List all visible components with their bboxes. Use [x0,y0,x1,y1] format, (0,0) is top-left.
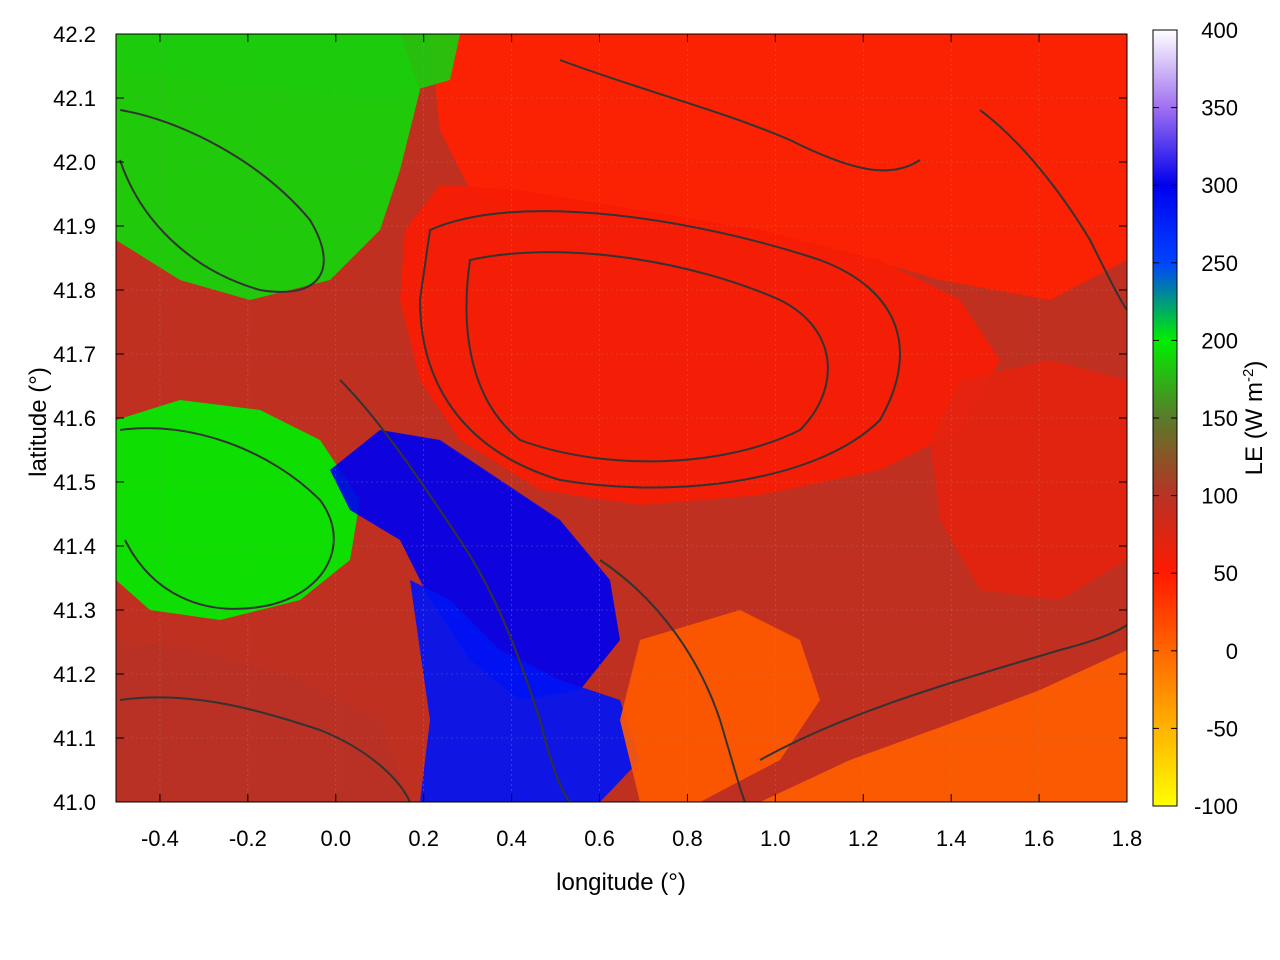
heatmap-region-east-hills [930,360,1127,600]
contour-line [418,210,901,489]
y-tick-label: 41.8 [53,278,96,303]
y-tick-label: 41.3 [53,598,96,623]
x-tick-label: -0.2 [229,826,267,851]
colorbar-label-suffix: ) [1241,361,1268,369]
y-tick-label: 42.0 [53,150,96,175]
contour-line [599,559,746,802]
y-tick-label: 41.0 [53,790,96,815]
y-tick-label: 41.5 [53,470,96,495]
contour-line [759,624,1127,761]
y-tick-label: 41.4 [53,534,96,559]
y-axis-label: latitude (°) [25,367,52,477]
x-tick-label: 0.4 [496,826,527,851]
grid-lines [116,34,1127,802]
colorbar-tick-label: 100 [1201,484,1238,509]
y-tick-label: 41.9 [53,214,96,239]
y-tick-label: 42.1 [53,86,96,111]
y-tick-label: 41.2 [53,662,96,687]
y-axis-ticks: 41.0 41.1 41.2 41.3 41.4 41.5 41.6 41.7 41.8 41.9… [53,22,1127,815]
heatmap-region-lower-valley [410,580,640,802]
x-tick-label: 0.8 [672,826,703,851]
contour-line [119,427,335,610]
contour-line [559,59,921,172]
colorbar-ticks: 400 350 300 250 200 150 100 50 0 -50 -100 [1153,18,1238,819]
heatmap-region-west-high [116,34,420,300]
y-tick-label: 42.2 [53,22,96,47]
colorbar-tick-label: -50 [1206,716,1238,741]
x-tick-label: 1.6 [1024,826,1055,851]
colorbar-tick-label: 0 [1226,639,1238,664]
contour-lines [119,59,1127,802]
colorbar-label: LE (W m-2) [1240,361,1268,476]
y-tick-label: 41.6 [53,406,96,431]
contour-line [119,109,325,293]
y-tick-label: 41.1 [53,726,96,751]
x-axis-label: longitude (°) [556,869,686,896]
x-tick-label: 1.0 [760,826,791,851]
x-tick-label: 1.8 [1112,826,1143,851]
heatmap-regions [116,34,1127,802]
x-tick-label: 1.2 [848,826,879,851]
heatmap-region-southwest-corner [116,640,410,802]
x-tick-label: 0.2 [408,826,439,851]
contour-line [339,379,571,802]
x-tick-label: 0.0 [320,826,351,851]
colorbar-tick-label: -100 [1194,794,1238,819]
colorbar-tick-label: 300 [1201,173,1238,198]
colorbar-tick-label: 250 [1201,251,1238,276]
x-tick-label: -0.4 [141,826,179,851]
x-tick-label: 0.6 [584,826,615,851]
colorbar-tick-label: 400 [1201,18,1238,43]
contour-line [979,109,1127,311]
colorbar-label-superscript: -2 [1240,369,1257,382]
colorbar-tick-label: 200 [1201,328,1238,353]
colorbar-tick-label: 350 [1201,96,1238,121]
x-tick-label: 1.4 [936,826,967,851]
contour-line [119,696,411,802]
heatmap-region-southeast-coast [760,650,1127,802]
y-tick-label: 41.7 [53,342,96,367]
plot-area [116,34,1127,802]
x-axis-ticks: -0.4 -0.2 0.0 0.2 0.4 0.6 0.8 1.0 1.2 1.4 1.6 1.8 [141,34,1142,851]
colorbar-tick-label: 50 [1214,561,1238,586]
heatmap-region-north-strip [116,34,460,100]
colorbar-label-text: LE (W m [1241,382,1268,475]
heatmap-region-central-basin [400,185,1000,505]
colorbar-tick-label: 150 [1201,406,1238,431]
contour-line [465,251,829,463]
heatmap-region-southwest-plain [116,400,360,620]
heatmap-region-northeast-plateau [430,34,1127,300]
